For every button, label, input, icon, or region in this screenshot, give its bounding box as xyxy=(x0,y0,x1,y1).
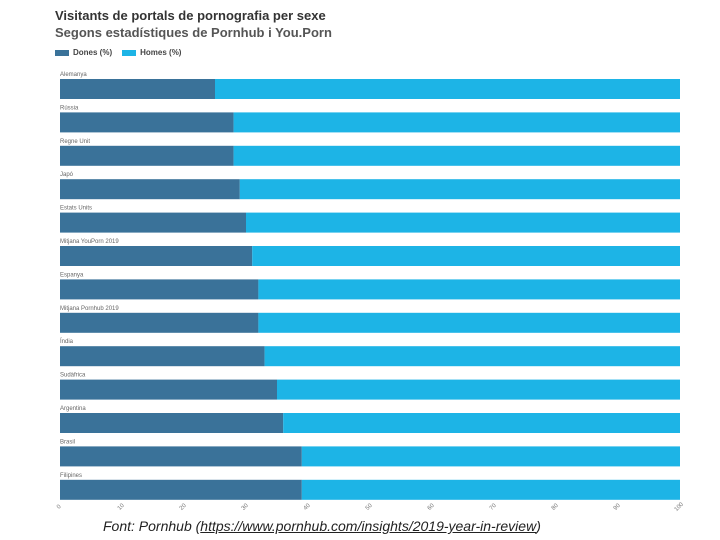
x-tick-label-100: 100 xyxy=(674,501,686,513)
x-tick-label-90: 90 xyxy=(613,502,622,511)
category-label-brasil: Brasil xyxy=(60,439,75,445)
category-label-mitjana-pornhub-2019: Mitjana Pornhub 2019 xyxy=(60,306,119,312)
category-label-estats-units: Estats Units xyxy=(60,206,92,212)
bar-dones-mitjana-pornhub-2019 xyxy=(60,312,259,333)
source-prefix: Font: Pornhub ( xyxy=(103,518,201,534)
x-tick-label-50: 50 xyxy=(365,502,374,511)
bar-homes-filipines xyxy=(301,479,680,500)
bar-dones-alemanya xyxy=(60,79,215,99)
bar-dones-sudafrica xyxy=(60,379,277,400)
bar-homes-brasil xyxy=(301,446,680,467)
category-label-alemanya: Alemanya xyxy=(60,72,87,78)
source-link[interactable]: https://www.pornhub.com/insights/2019-ye… xyxy=(200,518,537,534)
x-tick-label-0: 0 xyxy=(56,504,63,511)
x-tick-label-70: 70 xyxy=(489,502,498,511)
bar-homes-espanya xyxy=(258,279,680,300)
chart-title: Visitants de portals de pornografia per … xyxy=(55,8,326,23)
x-tick-label-20: 20 xyxy=(179,502,188,511)
bar-homes-mitjana-youporn-2019 xyxy=(252,246,680,266)
source-note: Font: Pornhub (https://www.pornhub.com/i… xyxy=(103,518,541,534)
legend-label-homes: Homes (%) xyxy=(140,48,182,57)
bar-dones-mitjana-youporn-2019 xyxy=(60,246,253,266)
bar-dones-russia xyxy=(60,112,234,133)
legend-swatch-dones xyxy=(55,49,69,56)
bar-dones-estats-units xyxy=(60,212,246,233)
legend-swatch-homes xyxy=(122,49,137,56)
category-label-mitjana-youporn-2019: Mitjana YouPorn 2019 xyxy=(60,239,119,245)
source-suffix: ) xyxy=(536,518,541,534)
legend-item-dones: Dones (%) xyxy=(55,48,112,57)
category-label-espanya: Espanya xyxy=(60,272,84,278)
bar-dones-brasil xyxy=(60,446,302,467)
category-label-argentina: Argentina xyxy=(60,406,86,412)
x-tick-label-80: 80 xyxy=(551,502,560,511)
bar-homes-argentina xyxy=(283,413,680,433)
bar-homes-japo xyxy=(239,179,681,200)
bar-homes-alemanya xyxy=(215,79,680,99)
category-label-regne-unit: Regne Unit xyxy=(60,139,90,145)
bar-homes-sudafrica xyxy=(277,379,680,400)
x-tick-label-10: 10 xyxy=(117,502,126,511)
category-label-filipines: Filipines xyxy=(60,473,82,479)
x-tick-label-30: 30 xyxy=(241,502,250,511)
bar-dones-espanya xyxy=(60,279,259,300)
x-tick-label-40: 40 xyxy=(303,502,312,511)
bar-homes-regne-unit xyxy=(233,145,680,166)
legend: Dones (%) Homes (%) xyxy=(55,48,181,57)
bar-dones-india xyxy=(60,346,265,367)
legend-item-homes: Homes (%) xyxy=(122,48,181,57)
bar-dones-filipines xyxy=(60,479,302,500)
bar-homes-estats-units xyxy=(246,212,680,233)
chart-subtitle: Segons estadístiques de Pornhub i You.Po… xyxy=(55,25,332,40)
bar-dones-japo xyxy=(60,179,240,200)
bar-homes-russia xyxy=(233,112,680,133)
bar-dones-regne-unit xyxy=(60,145,234,166)
bar-dones-argentina xyxy=(60,413,284,433)
legend-label-dones: Dones (%) xyxy=(73,48,113,57)
bar-homes-mitjana-pornhub-2019 xyxy=(258,312,680,333)
bar-homes-india xyxy=(264,346,680,367)
x-tick-label-60: 60 xyxy=(427,502,436,511)
category-label-russia: Rússia xyxy=(60,105,79,111)
category-label-japo: Japó xyxy=(60,172,74,178)
category-label-india: Índia xyxy=(60,338,74,345)
category-label-sudafrica: Sudàfrica xyxy=(60,373,86,379)
